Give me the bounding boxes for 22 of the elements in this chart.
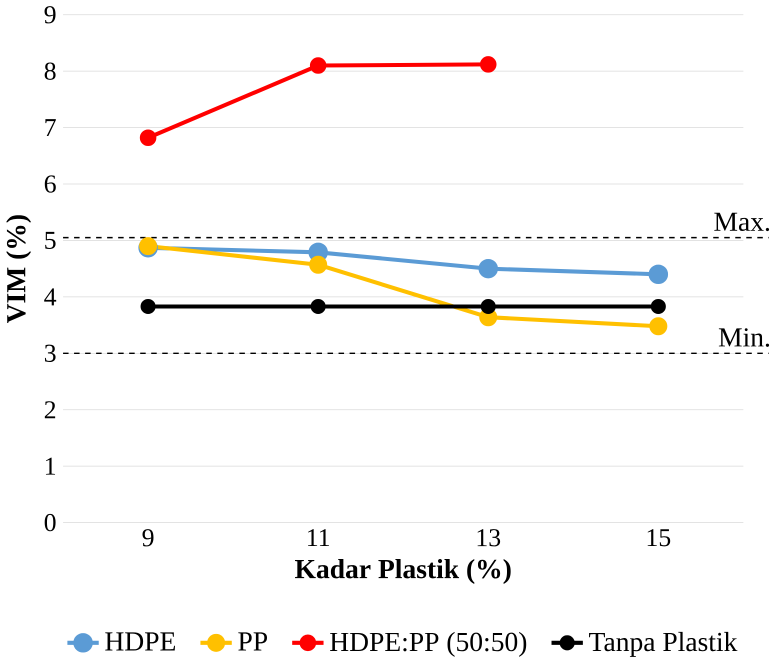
- y-tick-label: 4: [44, 288, 56, 306]
- x-tick-label: 11: [308, 529, 330, 546]
- legend-label: HDPE: [105, 632, 175, 650]
- y-axis-title: VIM (%): [6, 215, 32, 324]
- y-tick-label: 2: [44, 401, 56, 418]
- x-tick-label: 9: [142, 529, 154, 546]
- legend-label: Tanpa Plastik: [589, 632, 738, 657]
- y-tick-label: 1: [46, 458, 56, 475]
- y-tick-label: 7: [45, 119, 56, 136]
- legend-label: HDPE:PP (50:50): [330, 632, 526, 657]
- y-tick-label: 5: [45, 232, 56, 249]
- ref-line-label: Max.: [714, 212, 770, 232]
- y-tick-label: 0: [44, 514, 56, 532]
- ref-line-label: Min.: [718, 328, 770, 347]
- y-tick-label: 8: [44, 62, 56, 80]
- x-axis-title: Kadar Plastik (%): [295, 558, 511, 584]
- y-tick-label: 6: [44, 175, 56, 193]
- legend-label: PP: [238, 632, 268, 650]
- x-tick-label: 15: [648, 529, 670, 546]
- y-tick-label: 3: [44, 344, 56, 362]
- y-tick-label: 9: [44, 6, 56, 24]
- x-tick-label: 13: [478, 529, 500, 546]
